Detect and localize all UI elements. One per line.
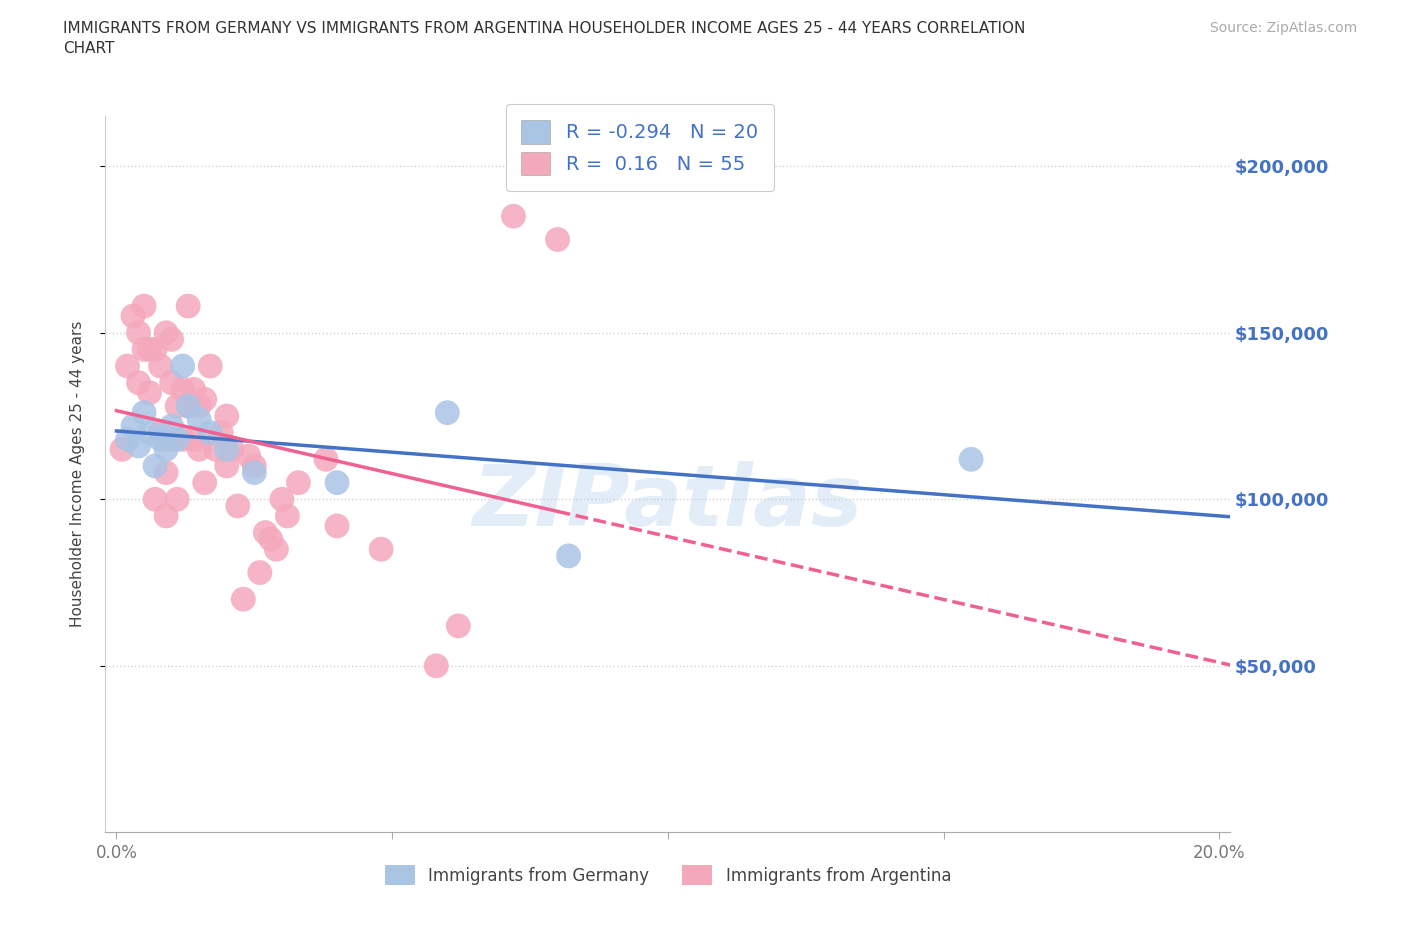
Point [149,425,172,440]
Point [143,342,166,357]
Point [166,432,188,446]
Point [172,432,194,446]
Point [155,326,177,340]
Point [557,549,579,564]
Text: Source: ZipAtlas.com: Source: ZipAtlas.com [1209,21,1357,35]
Point [960,452,983,467]
Point [160,432,183,446]
Point [143,492,166,507]
Point [149,359,172,374]
Point [128,326,150,340]
Point [204,442,226,457]
Point [238,448,260,463]
Point [132,299,155,313]
Point [249,565,271,580]
Point [111,442,134,457]
Point [215,442,238,457]
Point [243,458,266,473]
Point [177,399,200,414]
Legend: Immigrants from Germany, Immigrants from Argentina: Immigrants from Germany, Immigrants from… [378,858,957,892]
Point [315,452,337,467]
Text: IMMIGRANTS FROM GERMANY VS IMMIGRANTS FROM ARGENTINA HOUSEHOLDER INCOME AGES 25 : IMMIGRANTS FROM GERMANY VS IMMIGRANTS FR… [63,21,1025,36]
Point [177,399,200,414]
Point [128,439,150,454]
Point [166,399,188,414]
Point [149,432,172,446]
Point [160,418,183,433]
Point [326,519,349,534]
Point [155,509,177,524]
Point [117,359,139,374]
Point [232,591,254,606]
Point [502,208,524,223]
Point [188,399,211,414]
Point [155,465,177,480]
Point [132,342,155,357]
Point [160,332,183,347]
Point [188,442,211,457]
Text: CHART: CHART [63,41,115,56]
Point [138,425,160,440]
Point [172,359,194,374]
Point [226,498,249,513]
Point [221,442,243,457]
Point [425,658,447,673]
Point [128,376,150,391]
Point [132,405,155,420]
Y-axis label: Householder Income Ages 25 - 44 years: Householder Income Ages 25 - 44 years [70,321,84,628]
Point [260,532,283,547]
Point [215,458,238,473]
Point [160,376,183,391]
Point [194,475,217,490]
Point [122,309,145,324]
Text: ZIPatlas: ZIPatlas [472,461,863,544]
Point [188,412,211,427]
Point [200,359,222,374]
Point [143,458,166,473]
Point [209,425,232,440]
Point [183,382,205,397]
Point [117,432,139,446]
Point [547,232,569,247]
Point [172,382,194,397]
Point [183,432,205,446]
Point [215,408,238,423]
Point [276,509,298,524]
Point [270,492,292,507]
Point [370,542,392,557]
Point [194,392,217,406]
Point [447,618,470,633]
Point [266,542,288,557]
Point [243,465,266,480]
Point [287,475,309,490]
Point [177,299,200,313]
Point [200,425,222,440]
Point [326,475,349,490]
Point [166,492,188,507]
Point [138,385,160,400]
Point [155,442,177,457]
Point [254,525,277,540]
Point [436,405,458,420]
Point [122,418,145,433]
Point [138,342,160,357]
